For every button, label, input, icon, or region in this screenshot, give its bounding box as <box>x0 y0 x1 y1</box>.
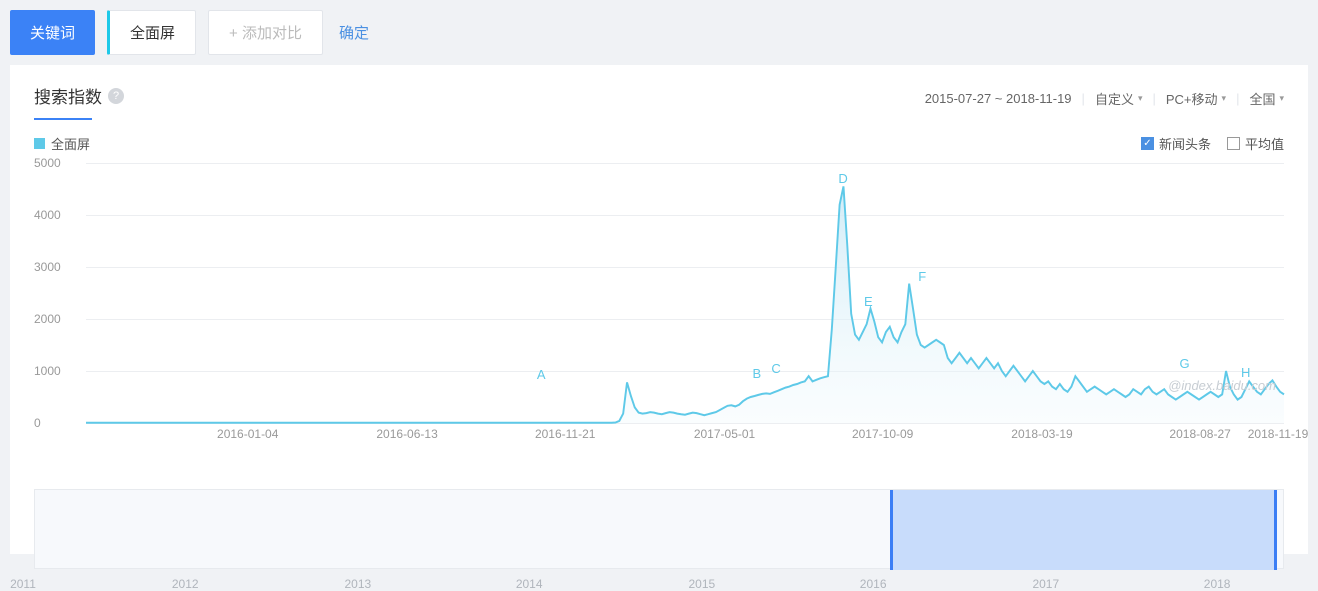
topbar: 关键词 全面屏 + 添加对比 确定 <box>0 0 1318 65</box>
custom-date-dropdown[interactable]: 自定义 ▾ <box>1095 89 1143 108</box>
series-color-swatch <box>34 138 45 149</box>
help-icon[interactable]: ? <box>108 88 124 104</box>
chart-annotation-g: G <box>1180 356 1190 371</box>
chart-annotation-d: D <box>838 171 847 186</box>
chevron-down-icon: ▾ <box>1138 93 1143 104</box>
checkbox-icon <box>1227 137 1240 150</box>
average-value-checkbox[interactable]: 平均值 <box>1227 134 1284 153</box>
scrubber-start-handle[interactable] <box>890 490 893 570</box>
x-axis: 2016-01-04 2016-06-13 2016-11-21 2017-05… <box>86 427 1284 447</box>
chart-annotation-a: A <box>537 367 546 382</box>
date-range-display[interactable]: 2015-07-27 ~ 2018-11-19 <box>925 91 1072 106</box>
scrubber-end-handle[interactable] <box>1274 490 1277 570</box>
confirm-button[interactable]: 确定 <box>339 22 369 43</box>
chart-annotation-c: C <box>771 361 780 376</box>
y-axis: 5000 4000 3000 2000 1000 0 <box>34 163 84 423</box>
timeline-scrubber[interactable]: 2011 2012 2013 2014 2015 2016 2017 2018 <box>10 485 1308 554</box>
plus-icon: + <box>229 25 238 42</box>
chevron-down-icon: ▾ <box>1222 93 1227 104</box>
chart-annotation-f: F <box>918 269 926 284</box>
watermark-text: @index.baidu.com <box>1168 378 1276 393</box>
keyword-button[interactable]: 关键词 <box>10 10 95 55</box>
chevron-down-icon: ▾ <box>1279 93 1284 104</box>
line-chart[interactable]: 5000 4000 3000 2000 1000 0 <box>34 163 1284 453</box>
scrubber-selected-range[interactable] <box>890 490 1277 570</box>
news-headline-checkbox[interactable]: ✓ 新闻头条 <box>1141 134 1211 153</box>
panel-title: 搜索指数 <box>34 83 102 108</box>
legend-series-label: 全面屏 <box>51 134 90 153</box>
device-dropdown[interactable]: PC+移动 ▾ <box>1166 89 1226 108</box>
active-keyword-tab[interactable]: 全面屏 <box>107 10 196 55</box>
chart-annotation-b: B <box>753 366 762 381</box>
checkbox-icon: ✓ <box>1141 137 1154 150</box>
chart-annotation-e: E <box>864 294 873 309</box>
region-dropdown[interactable]: 全国 ▾ <box>1249 89 1284 108</box>
add-compare-button[interactable]: + 添加对比 <box>208 10 323 55</box>
search-index-panel: 搜索指数 ? 2015-07-27 ~ 2018-11-19 | 自定义 ▾ |… <box>10 65 1308 485</box>
